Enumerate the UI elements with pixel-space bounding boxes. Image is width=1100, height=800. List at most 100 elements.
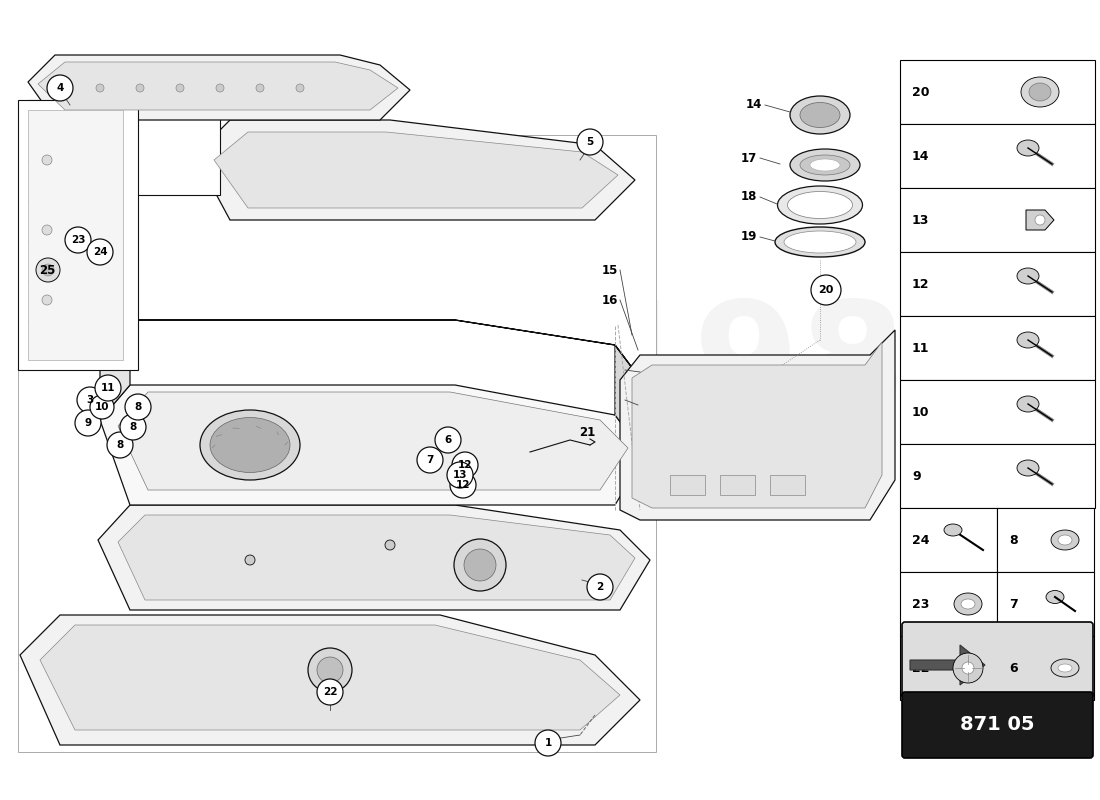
Ellipse shape (1018, 140, 1040, 156)
Polygon shape (910, 645, 984, 685)
Circle shape (95, 375, 121, 401)
Text: 8: 8 (130, 422, 136, 432)
Bar (900, 572, 997, 636)
Polygon shape (214, 132, 618, 208)
Text: 13: 13 (912, 214, 930, 226)
Circle shape (90, 395, 114, 419)
Bar (997, 508, 1094, 572)
Text: 18: 18 (740, 190, 757, 203)
Bar (900, 188, 1094, 252)
Circle shape (296, 84, 304, 92)
Ellipse shape (778, 186, 862, 224)
Circle shape (434, 427, 461, 453)
Text: 4: 4 (56, 83, 64, 93)
Circle shape (464, 549, 496, 581)
Bar (900, 444, 1094, 508)
Polygon shape (98, 505, 650, 610)
Text: 7: 7 (1009, 598, 1018, 610)
Circle shape (136, 84, 144, 92)
Circle shape (450, 472, 476, 498)
Circle shape (36, 258, 60, 282)
Ellipse shape (1058, 664, 1072, 672)
Text: 8: 8 (134, 402, 142, 412)
Ellipse shape (1050, 530, 1079, 550)
Text: 23: 23 (912, 598, 930, 610)
Circle shape (87, 239, 113, 265)
Ellipse shape (1058, 535, 1072, 545)
Text: 14: 14 (912, 150, 930, 162)
Bar (900, 636, 997, 700)
Text: 20: 20 (912, 86, 930, 98)
Ellipse shape (953, 653, 983, 683)
Text: 7: 7 (427, 455, 433, 465)
Ellipse shape (790, 96, 850, 134)
Polygon shape (615, 345, 645, 455)
Text: 1: 1 (544, 738, 551, 748)
Circle shape (77, 387, 103, 413)
Ellipse shape (1028, 83, 1050, 101)
Bar (900, 508, 997, 572)
Circle shape (417, 447, 443, 473)
Circle shape (216, 84, 224, 92)
Text: 21: 21 (579, 426, 595, 438)
Text: 8: 8 (1009, 534, 1018, 546)
Circle shape (535, 730, 561, 756)
Text: 23: 23 (70, 235, 86, 245)
Circle shape (454, 539, 506, 591)
Circle shape (811, 275, 842, 305)
Text: 6: 6 (444, 435, 452, 445)
Circle shape (47, 75, 73, 101)
Circle shape (42, 225, 52, 235)
Circle shape (587, 574, 613, 600)
Text: 12: 12 (912, 278, 930, 290)
Circle shape (308, 648, 352, 692)
Text: 14: 14 (746, 98, 762, 111)
Circle shape (120, 414, 146, 440)
Text: 20: 20 (818, 285, 834, 295)
FancyBboxPatch shape (902, 692, 1093, 758)
Text: 16: 16 (602, 294, 618, 306)
Text: 5: 5 (586, 137, 594, 147)
Ellipse shape (200, 410, 300, 480)
Circle shape (176, 84, 184, 92)
Polygon shape (100, 320, 645, 385)
Text: 11: 11 (912, 342, 930, 354)
Ellipse shape (800, 102, 840, 127)
Text: 2: 2 (596, 582, 604, 592)
Polygon shape (100, 320, 130, 420)
Text: 9: 9 (912, 470, 921, 482)
Text: a passion for parts.1985: a passion for parts.1985 (124, 535, 496, 565)
Text: 19: 19 (740, 230, 757, 243)
Polygon shape (28, 55, 410, 120)
Bar (900, 60, 1094, 124)
Ellipse shape (1018, 460, 1040, 476)
Circle shape (245, 555, 255, 565)
FancyBboxPatch shape (902, 622, 1093, 698)
Polygon shape (28, 100, 220, 195)
Bar (900, 316, 1094, 380)
Text: 10: 10 (912, 406, 930, 418)
Circle shape (1035, 215, 1045, 225)
Polygon shape (100, 385, 645, 505)
Polygon shape (39, 62, 398, 110)
Circle shape (452, 452, 478, 478)
Circle shape (96, 84, 104, 92)
Circle shape (385, 540, 395, 550)
Polygon shape (20, 105, 115, 370)
Polygon shape (632, 342, 882, 508)
Ellipse shape (210, 418, 290, 473)
Polygon shape (1026, 210, 1054, 230)
Text: 22: 22 (912, 662, 930, 674)
Ellipse shape (962, 662, 974, 674)
Text: 17: 17 (740, 151, 757, 165)
Bar (900, 252, 1094, 316)
Bar (18, 135, 656, 752)
Polygon shape (118, 515, 635, 600)
Text: 8: 8 (117, 440, 123, 450)
Ellipse shape (810, 159, 840, 171)
Polygon shape (20, 615, 640, 745)
Circle shape (42, 155, 52, 165)
Bar (28, 110, 123, 360)
Circle shape (42, 295, 52, 305)
Ellipse shape (784, 231, 856, 253)
